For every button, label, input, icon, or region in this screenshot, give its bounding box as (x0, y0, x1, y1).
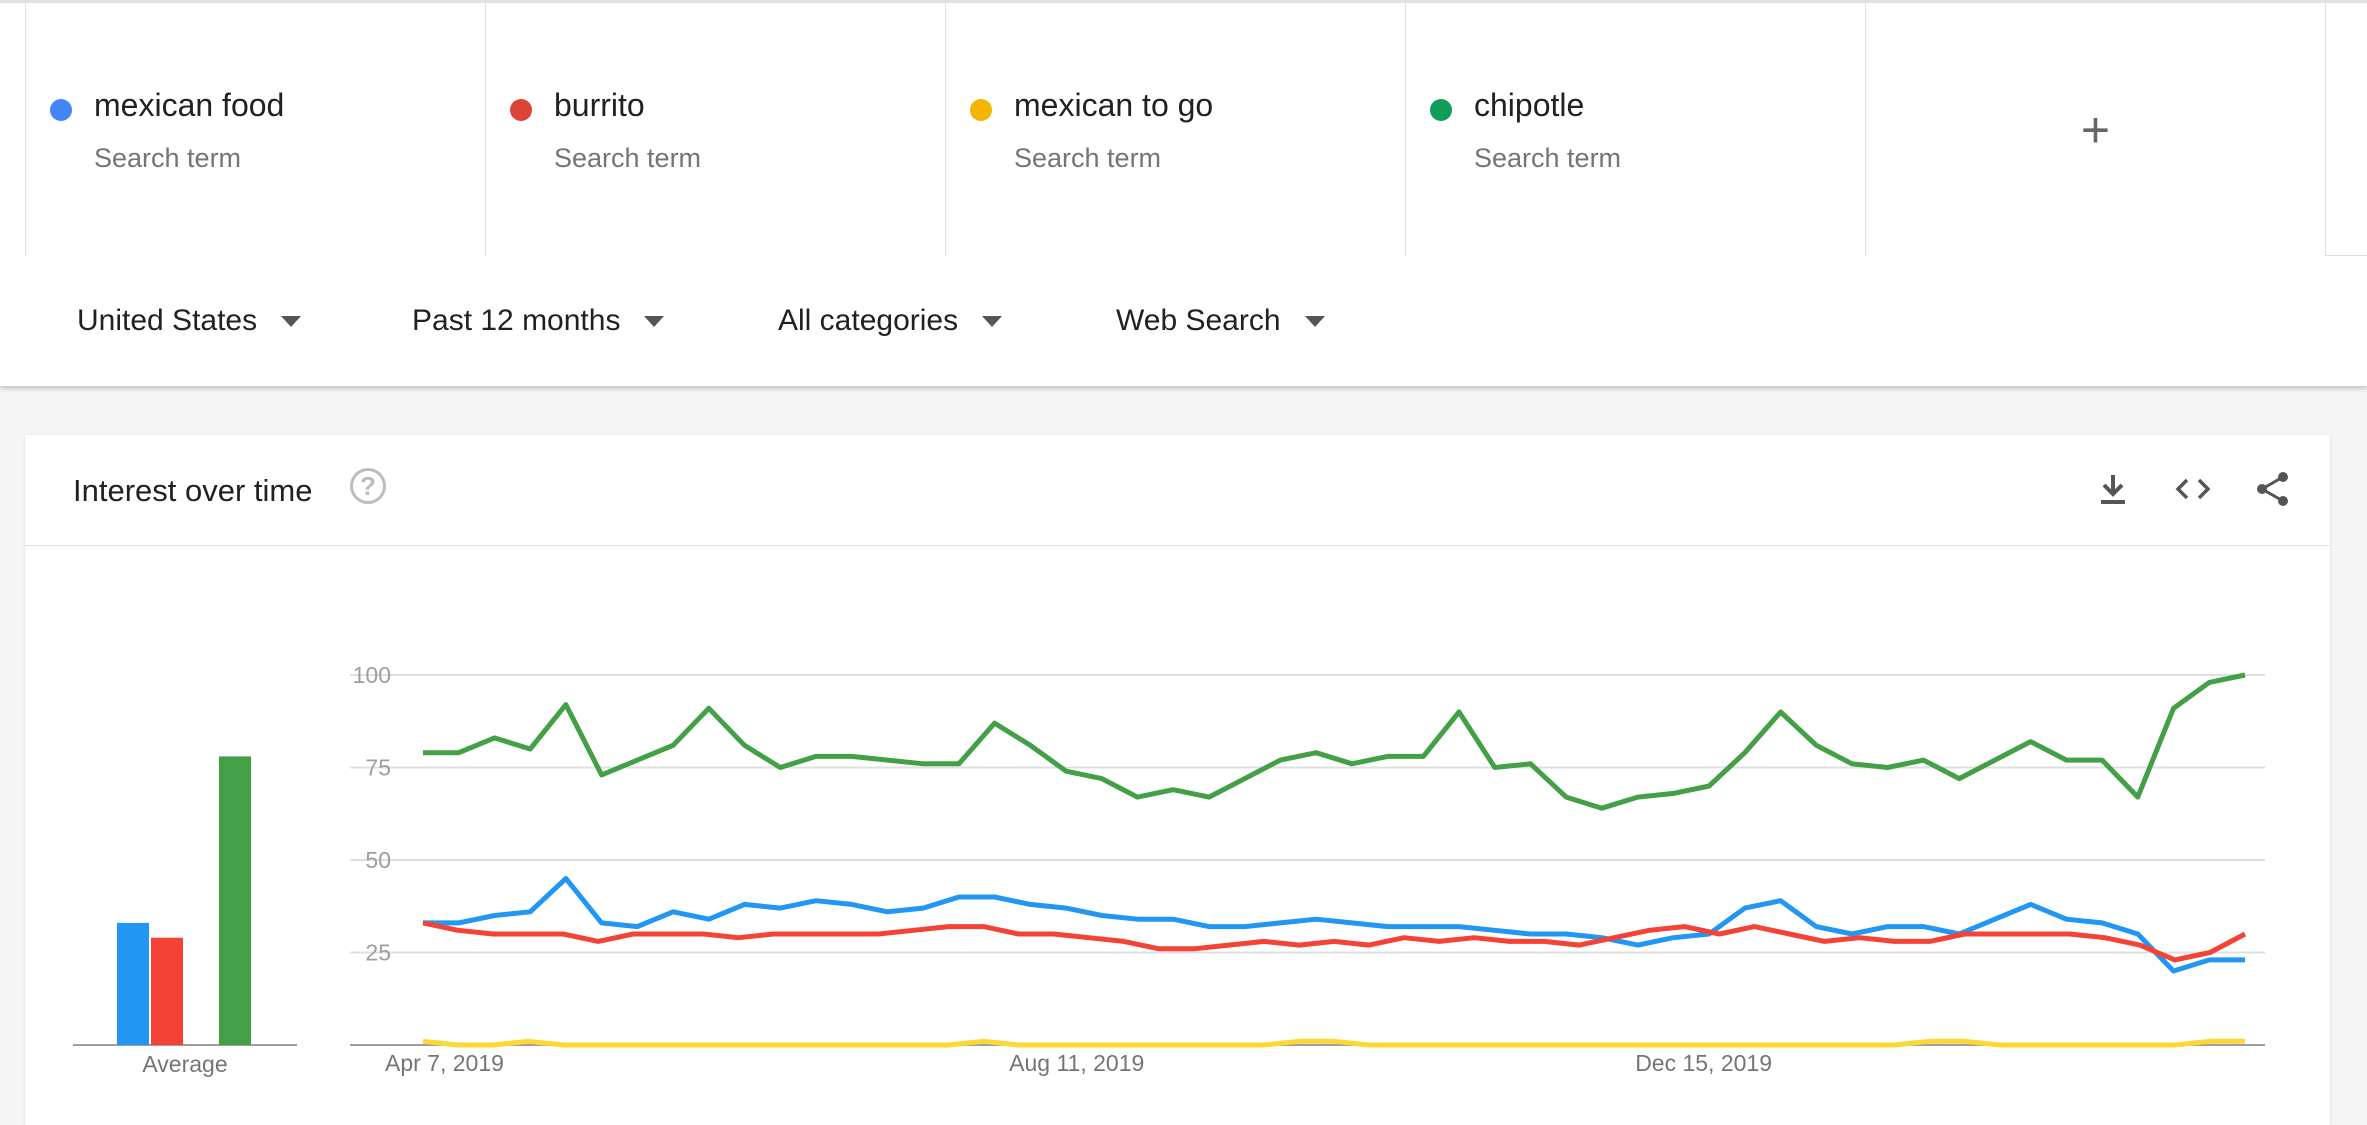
term-card-chipotle[interactable]: chipotle Search term (1406, 3, 1866, 256)
region-filter-label: United States (77, 304, 258, 337)
x-tick-label: Apr 7, 2019 (385, 1050, 504, 1076)
series-line-burrito (422, 920, 2247, 963)
term-color-dot (970, 99, 992, 121)
y-tick-label: 75 (365, 755, 391, 781)
term-color-dot (1430, 99, 1452, 121)
term-type: Search term (554, 143, 702, 173)
y-tick-label: 25 (365, 940, 391, 966)
chart-gridlines (350, 674, 2265, 1046)
dropdown-caret-icon (644, 315, 665, 327)
average-bars: Average (73, 756, 297, 1077)
series-line-chipotle (423, 672, 2246, 811)
average-bar-mexican-food (117, 922, 149, 1045)
series-line-mexican-food (423, 876, 2245, 974)
terms-left-edge (0, 3, 26, 256)
term-type: Search term (1474, 143, 1622, 173)
term-card-mexican-to-go[interactable]: mexican to go Search term (946, 3, 1406, 256)
term-color-dot (50, 99, 72, 121)
y-tick-labels: 25 50 75 100 (353, 662, 391, 966)
download-icon[interactable] (2093, 469, 2133, 509)
chart-series (422, 672, 2247, 1048)
term-name: mexican food (94, 87, 285, 123)
period-filter-label: Past 12 months (412, 304, 621, 337)
interest-chart: Average 25 50 75 100 Apr 7, 2019 Aug 11, 201… (73, 662, 2265, 1077)
search-terms-bar: mexican food Search term burrito Search … (0, 0, 2367, 256)
term-card-mexican-food[interactable]: mexican food Search term (26, 3, 486, 256)
search-type-filter-label: Web Search (1116, 304, 1281, 337)
term-type: Search term (1014, 143, 1162, 173)
embed-code-icon[interactable] (2173, 469, 2213, 509)
period-filter[interactable]: Past 12 months (412, 304, 665, 338)
x-tick-label: Dec 15, 2019 (1635, 1050, 1772, 1076)
card-header: Interest over time ? (25, 435, 2330, 546)
y-tick-label: 50 (365, 847, 391, 873)
average-bar-chipotle (219, 756, 251, 1045)
interest-over-time-card: Interest over time ? Average 25 50 75 100 A… (25, 435, 2330, 1125)
x-tick-labels: Apr 7, 2019 Aug 11, 2019 Dec 15, 2019 (385, 1050, 1772, 1076)
x-tick-label: Aug 11, 2019 (1009, 1050, 1144, 1076)
dropdown-caret-icon (1304, 315, 1325, 327)
region-filter[interactable]: United States (77, 304, 302, 338)
share-icon[interactable] (2253, 469, 2293, 509)
term-name: burrito (554, 87, 645, 123)
category-filter[interactable]: All categories (778, 304, 1003, 338)
term-type: Search term (94, 143, 242, 173)
average-label: Average (142, 1051, 227, 1077)
term-color-dot (510, 99, 532, 121)
plus-icon: + (2080, 101, 2111, 158)
average-bar-burrito (151, 937, 183, 1045)
term-name: chipotle (1474, 87, 1585, 123)
term-card-burrito[interactable]: burrito Search term (486, 3, 946, 256)
category-filter-label: All categories (778, 304, 959, 337)
terms-row: mexican food Search term burrito Search … (0, 0, 2367, 256)
card-title: Interest over time (73, 473, 313, 508)
series-line-mexican-to-go (422, 1038, 2245, 1048)
add-comparison-button[interactable]: + (1866, 3, 2326, 256)
dropdown-caret-icon (982, 315, 1003, 327)
term-name: mexican to go (1014, 87, 1214, 123)
filters-row: United States Past 12 months All categor… (0, 256, 2367, 386)
y-tick-label: 100 (353, 662, 391, 688)
dropdown-caret-icon (281, 315, 302, 327)
search-type-filter[interactable]: Web Search (1116, 304, 1325, 338)
help-icon[interactable]: ? (350, 468, 386, 504)
